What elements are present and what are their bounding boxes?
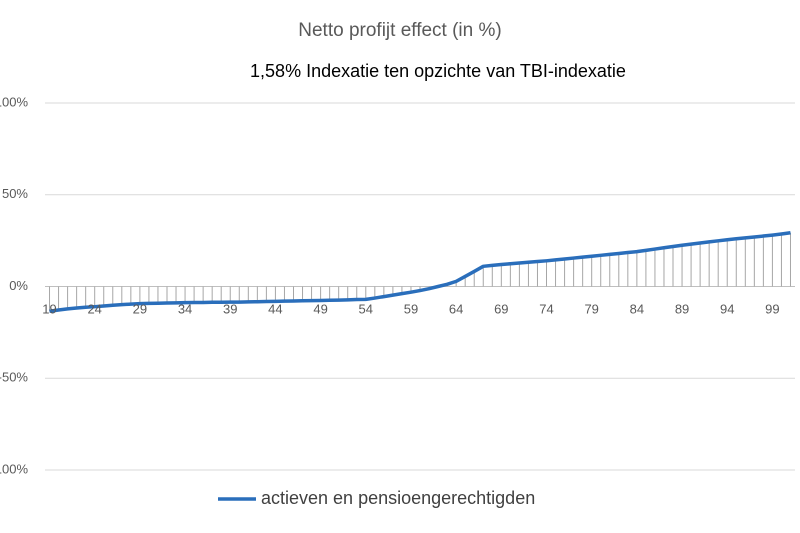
- x-tick-label: 39: [223, 301, 237, 316]
- y-tick-label: -50%: [0, 370, 28, 385]
- x-tick-label: 19: [42, 301, 56, 316]
- chart-title: Netto profijt effect (in %): [298, 20, 501, 41]
- y-tick-label: 50%: [2, 186, 28, 201]
- x-tick-label: 34: [178, 301, 192, 316]
- x-tick-label: 44: [268, 301, 282, 316]
- legend-label: actieven en pensioengerechtigden: [261, 488, 535, 508]
- x-tick-label: 89: [675, 301, 689, 316]
- series-line: [49, 230, 791, 314]
- y-tick-label: 0%: [9, 278, 28, 293]
- chart-subtitle: 1,58% Indexatie ten opzichte van TBI-ind…: [250, 61, 626, 81]
- x-tick-label: 59: [404, 301, 418, 316]
- x-tick-label: 69: [494, 301, 508, 316]
- x-tick-label: 84: [630, 301, 644, 316]
- x-tick-label: 99: [765, 301, 779, 316]
- x-tick-label: 79: [584, 301, 598, 316]
- y-tick-label: 100%: [0, 94, 28, 109]
- y-tick-label: -100%: [0, 461, 28, 476]
- x-tick-label: 94: [720, 301, 734, 316]
- x-tick-label: 29: [133, 301, 147, 316]
- x-tick-label: 24: [87, 301, 101, 316]
- x-tick-label: 54: [359, 301, 373, 316]
- x-tick-label: 64: [449, 301, 463, 316]
- x-tick-label: 74: [539, 301, 553, 316]
- x-tick-label: 49: [313, 301, 327, 316]
